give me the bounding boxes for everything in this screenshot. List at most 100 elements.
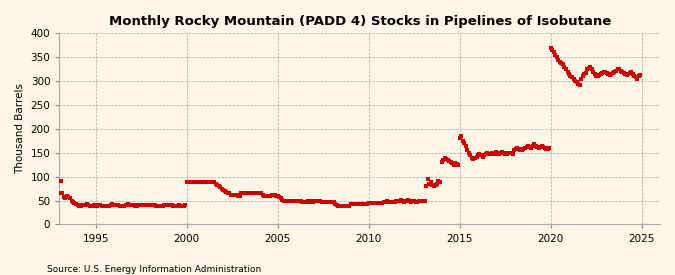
Point (359, 202, 370, 207)
Point (522, 144, 533, 148)
Point (424, 182, 435, 186)
Point (487, 152, 498, 156)
Point (397, 198, 408, 203)
Point (212, 183, 223, 188)
Point (426, 180, 437, 185)
Point (433, 179, 444, 184)
Point (215, 185, 225, 189)
Point (444, 159, 455, 164)
Point (80, 203, 90, 208)
Point (529, 142, 539, 146)
Point (516, 148, 527, 153)
Point (68, 199, 78, 204)
Point (57, 191, 68, 196)
Point (298, 199, 309, 204)
Point (491, 150, 502, 154)
Point (572, 81, 583, 86)
Point (583, 65, 594, 70)
Point (594, 73, 605, 78)
Point (518, 147, 529, 151)
Point (408, 198, 418, 203)
Point (620, 72, 630, 76)
Point (303, 198, 314, 203)
Point (331, 203, 342, 208)
Point (612, 67, 623, 72)
Point (176, 204, 186, 208)
Point (628, 74, 639, 79)
Point (283, 198, 294, 203)
Point (383, 199, 394, 204)
Point (77, 203, 88, 208)
Point (615, 68, 626, 73)
Point (272, 194, 283, 198)
Point (207, 180, 218, 185)
Point (468, 156, 479, 161)
Point (98, 204, 109, 208)
Point (401, 198, 412, 203)
Point (84, 204, 95, 208)
Point (78, 203, 89, 208)
Point (223, 191, 234, 196)
Point (351, 202, 362, 207)
Point (165, 203, 176, 208)
Point (549, 50, 560, 55)
Point (130, 204, 140, 208)
Point (186, 180, 196, 185)
Point (413, 198, 424, 203)
Point (574, 83, 585, 87)
Point (387, 199, 398, 204)
Point (415, 198, 426, 203)
Point (99, 204, 110, 208)
Point (101, 204, 111, 208)
Point (169, 204, 180, 208)
Point (521, 145, 532, 149)
Point (380, 199, 391, 204)
Point (319, 199, 330, 204)
Point (531, 144, 541, 148)
Point (280, 198, 291, 203)
Point (288, 198, 298, 203)
Point (350, 202, 360, 207)
Point (429, 184, 439, 188)
Point (367, 201, 377, 205)
Point (289, 198, 300, 203)
Point (430, 183, 441, 188)
Point (269, 193, 280, 197)
Point (588, 69, 599, 74)
Point (296, 199, 307, 204)
Point (105, 203, 116, 208)
Point (446, 160, 456, 164)
Point (295, 198, 306, 203)
Point (196, 180, 207, 185)
Point (308, 198, 319, 203)
Point (312, 198, 323, 203)
Point (142, 203, 153, 208)
Point (61, 194, 72, 198)
Point (442, 158, 453, 162)
Point (423, 177, 433, 181)
Point (250, 191, 261, 196)
Point (553, 57, 564, 62)
Point (368, 201, 379, 205)
Point (409, 198, 420, 203)
Point (400, 198, 410, 203)
Point (471, 155, 482, 159)
Point (251, 191, 262, 196)
Point (93, 203, 104, 208)
Point (571, 80, 582, 84)
Point (362, 202, 373, 207)
Point (54, 191, 65, 196)
Point (318, 199, 329, 204)
Point (506, 151, 516, 155)
Point (155, 204, 166, 208)
Point (369, 201, 380, 205)
Point (145, 203, 156, 208)
Point (483, 152, 494, 156)
Point (81, 202, 92, 207)
Point (470, 155, 481, 160)
Point (234, 194, 245, 198)
Point (421, 184, 432, 188)
Y-axis label: Thousand Barrels: Thousand Barrels (15, 83, 25, 174)
Point (398, 199, 409, 204)
Point (154, 204, 165, 208)
